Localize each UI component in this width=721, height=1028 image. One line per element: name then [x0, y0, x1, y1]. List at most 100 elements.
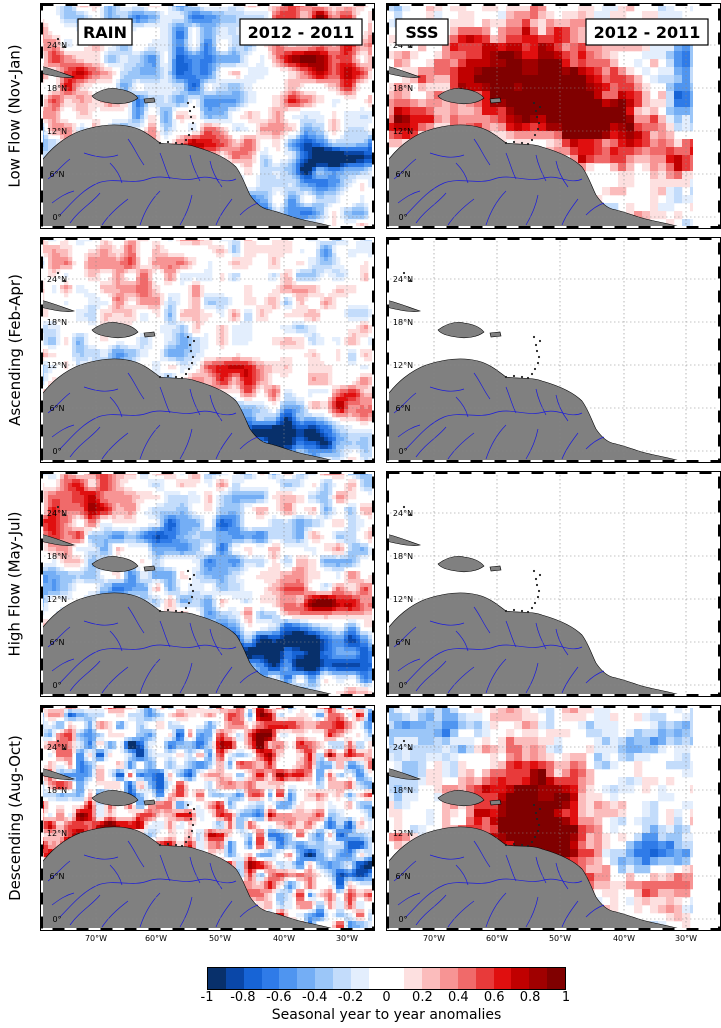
- rivers: [393, 372, 605, 460]
- land-mass: [386, 505, 687, 697]
- latitude-labels: 24°N 18°N 12°N 6°N 0°: [393, 743, 413, 924]
- lat-tick: 18°N: [393, 786, 413, 795]
- latitude-labels: 24°N 18°N 12°N 6°N 0°: [393, 509, 413, 690]
- lat-tick: 6°N: [395, 170, 410, 179]
- colorbar-cell: [457, 968, 476, 989]
- lon-tick: 30°W: [335, 934, 359, 943]
- colorbar-tick: -0.2: [337, 990, 364, 1005]
- graticule: [386, 3, 721, 229]
- colorbar-cell: [547, 968, 565, 989]
- colorbar-cell: [404, 968, 423, 989]
- colorbar-cell: [225, 968, 244, 989]
- latitude-labels: 24°N 18°N 12°N 6°N 0°: [47, 275, 67, 456]
- graticule: [40, 705, 375, 931]
- rivers: [47, 840, 259, 928]
- colorbar-cell: [279, 968, 298, 989]
- colorbar-cell: [261, 968, 280, 989]
- colorbar-cell: [368, 968, 387, 989]
- lat-tick: 6°N: [395, 872, 410, 881]
- lat-tick: 12°N: [393, 829, 413, 838]
- colorbar-ticks: -1 -0.8 -0.6 -0.4 -0.2 0 0.2 0.4 0.6 0.8…: [201, 990, 571, 1006]
- colorbar-cell: [297, 968, 316, 989]
- land-mass: [386, 271, 687, 463]
- lat-tick: 24°N: [393, 509, 413, 518]
- colorbar-tick: 0.8: [519, 990, 541, 1005]
- lon-tick: 60°W: [144, 934, 168, 943]
- colorbar-cell: [386, 968, 405, 989]
- map-svg: 24°N 18°N 12°N 6°N 0°: [40, 471, 375, 697]
- rivers: [47, 606, 259, 694]
- lat-tick: 24°N: [47, 41, 67, 50]
- map-panel-rain-2: 24°N 18°N 12°N 6°N 0°: [40, 237, 375, 463]
- lat-tick: 12°N: [393, 127, 413, 136]
- lat-tick: 24°N: [393, 275, 413, 284]
- lat-tick: 18°N: [47, 318, 67, 327]
- lon-tick: 70°W: [422, 934, 446, 943]
- lat-tick: 0°: [398, 681, 407, 690]
- lat-tick: 18°N: [47, 84, 67, 93]
- land-mass: [40, 739, 341, 931]
- lon-tick: 60°W: [485, 934, 509, 943]
- period-label: 2012 - 2011: [248, 23, 355, 42]
- colorbar-cell: [475, 968, 494, 989]
- map-panel-sss-3: 24°N 18°N 12°N 6°N 0°: [386, 471, 721, 697]
- colorbar-cell: [332, 968, 351, 989]
- lat-tick: 12°N: [47, 127, 67, 136]
- map-panel-sss-2: 24°N 18°N 12°N 6°N 0°: [386, 237, 721, 463]
- lat-tick: 0°: [398, 447, 407, 456]
- map-panel-rain-1: 24°N 18°N 12°N 6°N 0° RAIN 2012 - 2011: [40, 3, 375, 229]
- colorbar-cell: [511, 968, 530, 989]
- lat-tick: 6°N: [49, 404, 64, 413]
- map-svg: 24°N 18°N 12°N 6°N 0°: [40, 705, 375, 931]
- row-label-text: Ascending (Feb-Apr): [6, 274, 24, 426]
- lat-tick: 24°N: [47, 275, 67, 284]
- colorbar-tick: 0.2: [412, 990, 433, 1005]
- longitude-axis-right: 70°W 60°W 50°W 40°W 30°W: [386, 934, 721, 950]
- row-label: Ascending (Feb-Apr): [0, 237, 30, 463]
- lat-tick: 0°: [398, 915, 407, 924]
- graticule: [40, 237, 375, 463]
- colorbar-cell: [208, 968, 226, 989]
- colorbar-cell: [529, 968, 548, 989]
- colorbar-cell: [422, 968, 440, 989]
- map-panel-rain-3: 24°N 18°N 12°N 6°N 0°: [40, 471, 375, 697]
- land-mass: [40, 505, 341, 697]
- row-label-text: High Flow (May-Jul): [6, 511, 24, 657]
- colorbar-cell: [315, 968, 333, 989]
- lat-tick: 18°N: [47, 552, 67, 561]
- lat-tick: 18°N: [393, 552, 413, 561]
- lat-tick: 0°: [52, 915, 61, 924]
- map-svg: 24°N 18°N 12°N 6°N 0°: [386, 471, 721, 697]
- rivers: [393, 606, 605, 694]
- period-label-box: 2012 - 2011: [585, 18, 709, 46]
- colorbar-tick: -1: [200, 990, 214, 1005]
- lon-tick: 70°W: [84, 934, 108, 943]
- lat-tick: 24°N: [393, 743, 413, 752]
- lon-tick: 40°W: [272, 934, 296, 943]
- variable-label: SSS: [405, 23, 438, 42]
- lat-tick: 12°N: [47, 595, 67, 604]
- lon-tick: 50°W: [208, 934, 232, 943]
- land-mass: [40, 37, 341, 229]
- graticule: [386, 705, 721, 931]
- lat-tick: 6°N: [49, 872, 64, 881]
- colorbar-tick: 0.6: [483, 990, 505, 1005]
- variable-label-box: SSS: [395, 18, 449, 46]
- lon-tick: 30°W: [674, 934, 698, 943]
- lat-tick: 0°: [52, 681, 61, 690]
- colorbar-tick: -0.6: [266, 990, 292, 1005]
- graticule: [386, 237, 721, 463]
- colorbar-tick: 0: [382, 990, 391, 1005]
- graticule: [40, 3, 375, 229]
- row-label-text: Low Flow (Nov-Jan): [6, 44, 25, 188]
- lat-tick: 12°N: [47, 829, 67, 838]
- lat-tick: 12°N: [393, 595, 413, 604]
- rivers: [47, 372, 259, 460]
- row-label: Low Flow (Nov-Jan): [0, 3, 30, 229]
- rivers: [47, 138, 259, 226]
- latitude-labels: 24°N 18°N 12°N 6°N 0°: [393, 275, 413, 456]
- row-label-text: Descending (Aug-Oct): [6, 735, 25, 901]
- map-panel-sss-4: 24°N 18°N 12°N 6°N 0°: [386, 705, 721, 931]
- graticule: [40, 471, 375, 697]
